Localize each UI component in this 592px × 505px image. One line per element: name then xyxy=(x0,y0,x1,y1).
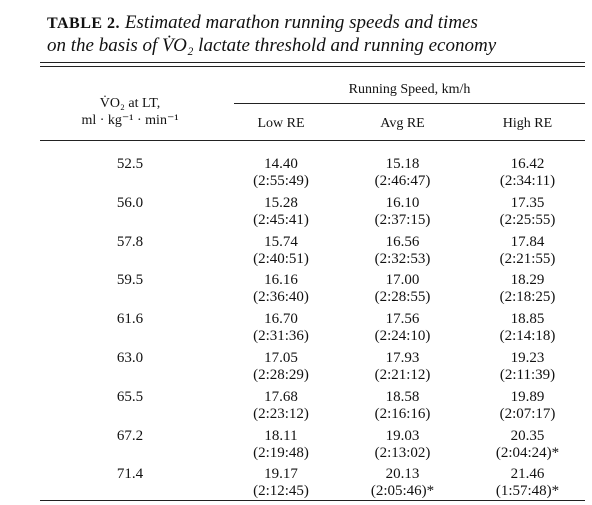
col-header-high-re: High RE xyxy=(502,116,553,131)
caption-title-2: on the basis of V̇O₂ lactate threshold a… xyxy=(47,35,497,56)
high-re-time: (2:34:11) xyxy=(499,173,556,189)
col-header-avg-re: Avg RE xyxy=(380,116,425,131)
high-re-time: (2:18:25) xyxy=(499,289,556,305)
low-re-speed: 18.11 xyxy=(264,428,298,444)
high-re-time: (2:07:17) xyxy=(499,406,556,422)
low-re-speed: 19.17 xyxy=(264,466,298,482)
low-re-speed: 17.05 xyxy=(264,350,298,366)
high-re-speed: 21.46 xyxy=(510,466,545,482)
table-label: TABLE 2. xyxy=(47,15,121,32)
avg-re-time: (2:32:53) xyxy=(374,251,431,267)
avg-re-time: (2:13:02) xyxy=(374,445,431,461)
low-re-time: (2:12:45) xyxy=(253,483,309,499)
high-re-time: (2:04:24)* xyxy=(495,445,560,461)
lt-header-line-1: V̇O₂ at LT, xyxy=(99,96,161,111)
low-re-speed: 16.70 xyxy=(264,311,298,327)
avg-re-time: (2:46:47) xyxy=(374,173,431,189)
vo2-cell: 56.0 xyxy=(116,195,144,211)
bottom-rule xyxy=(40,500,585,501)
running-speed-header: Running Speed, km/h xyxy=(348,82,471,97)
high-re-speed: 20.35 xyxy=(510,428,545,444)
low-re-speed: 15.74 xyxy=(264,234,298,250)
group-rule xyxy=(234,103,585,104)
avg-re-time: (2:21:12) xyxy=(374,367,431,383)
avg-re-speed: 18.58 xyxy=(385,389,420,405)
avg-re-speed: 17.00 xyxy=(385,272,420,288)
vo2-cell: 52.5 xyxy=(116,156,144,172)
vo2-cell: 61.6 xyxy=(116,311,144,327)
low-re-time: (2:55:49) xyxy=(253,173,309,189)
avg-re-speed: 19.03 xyxy=(385,428,420,444)
col-header-low-re: Low RE xyxy=(257,116,305,131)
low-re-time: (2:31:36) xyxy=(253,328,309,344)
low-re-time: (2:23:12) xyxy=(253,406,309,422)
low-re-time: (2:40:51) xyxy=(253,251,309,267)
avg-re-speed: 17.93 xyxy=(385,350,420,366)
high-re-time: (1:57:48)* xyxy=(495,483,560,499)
top-rule-2 xyxy=(40,66,585,67)
vo2-cell: 63.0 xyxy=(116,350,144,366)
avg-re-speed: 16.10 xyxy=(385,195,420,211)
avg-re-time: (2:16:16) xyxy=(374,406,431,422)
high-re-speed: 19.23 xyxy=(510,350,545,366)
avg-re-time: (2:28:55) xyxy=(374,289,431,305)
low-re-time: (2:36:40) xyxy=(253,289,309,305)
lt-header: V̇O₂ at LT, ml · kg⁻¹ · min⁻¹ xyxy=(40,95,220,129)
top-rule-1 xyxy=(40,62,585,63)
avg-re-speed: 15.18 xyxy=(385,156,420,172)
avg-re-speed: 16.56 xyxy=(385,234,420,250)
high-re-time: (2:14:18) xyxy=(499,328,556,344)
lt-header-line-2: ml · kg⁻¹ · min⁻¹ xyxy=(81,113,179,128)
high-re-speed: 18.85 xyxy=(510,311,545,327)
vo2-cell: 67.2 xyxy=(116,428,144,444)
low-re-time: (2:19:48) xyxy=(253,445,309,461)
low-re-speed: 16.16 xyxy=(264,272,298,288)
high-re-time: (2:25:55) xyxy=(499,212,556,228)
vo2-cell: 59.5 xyxy=(116,272,144,288)
low-re-time: (2:45:41) xyxy=(253,212,309,228)
low-re-speed: 15.28 xyxy=(264,195,298,211)
avg-re-time: (2:37:15) xyxy=(374,212,431,228)
header-rule xyxy=(40,140,585,141)
high-re-speed: 19.89 xyxy=(510,389,545,405)
caption-title-1: Estimated marathon running speeds and ti… xyxy=(124,12,478,33)
caption-line-1: TABLE 2. Estimated marathon running spee… xyxy=(47,12,587,35)
high-re-speed: 16.42 xyxy=(510,156,545,172)
low-re-time: (2:28:29) xyxy=(253,367,309,383)
avg-re-time: (2:05:46)* xyxy=(370,483,435,499)
low-re-speed: 17.68 xyxy=(264,389,298,405)
vo2-cell: 65.5 xyxy=(116,389,144,405)
vo2-cell: 57.8 xyxy=(116,234,144,250)
avg-re-speed: 20.13 xyxy=(385,466,420,482)
high-re-speed: 17.35 xyxy=(510,195,545,211)
high-re-speed: 17.84 xyxy=(510,234,545,250)
high-re-time: (2:11:39) xyxy=(499,367,556,383)
avg-re-speed: 17.56 xyxy=(385,311,420,327)
high-re-speed: 18.29 xyxy=(510,272,545,288)
vo2-cell: 71.4 xyxy=(116,466,144,482)
high-re-time: (2:21:55) xyxy=(499,251,556,267)
table-caption: TABLE 2. Estimated marathon running spee… xyxy=(47,12,587,57)
low-re-speed: 14.40 xyxy=(264,156,298,172)
avg-re-time: (2:24:10) xyxy=(374,328,431,344)
